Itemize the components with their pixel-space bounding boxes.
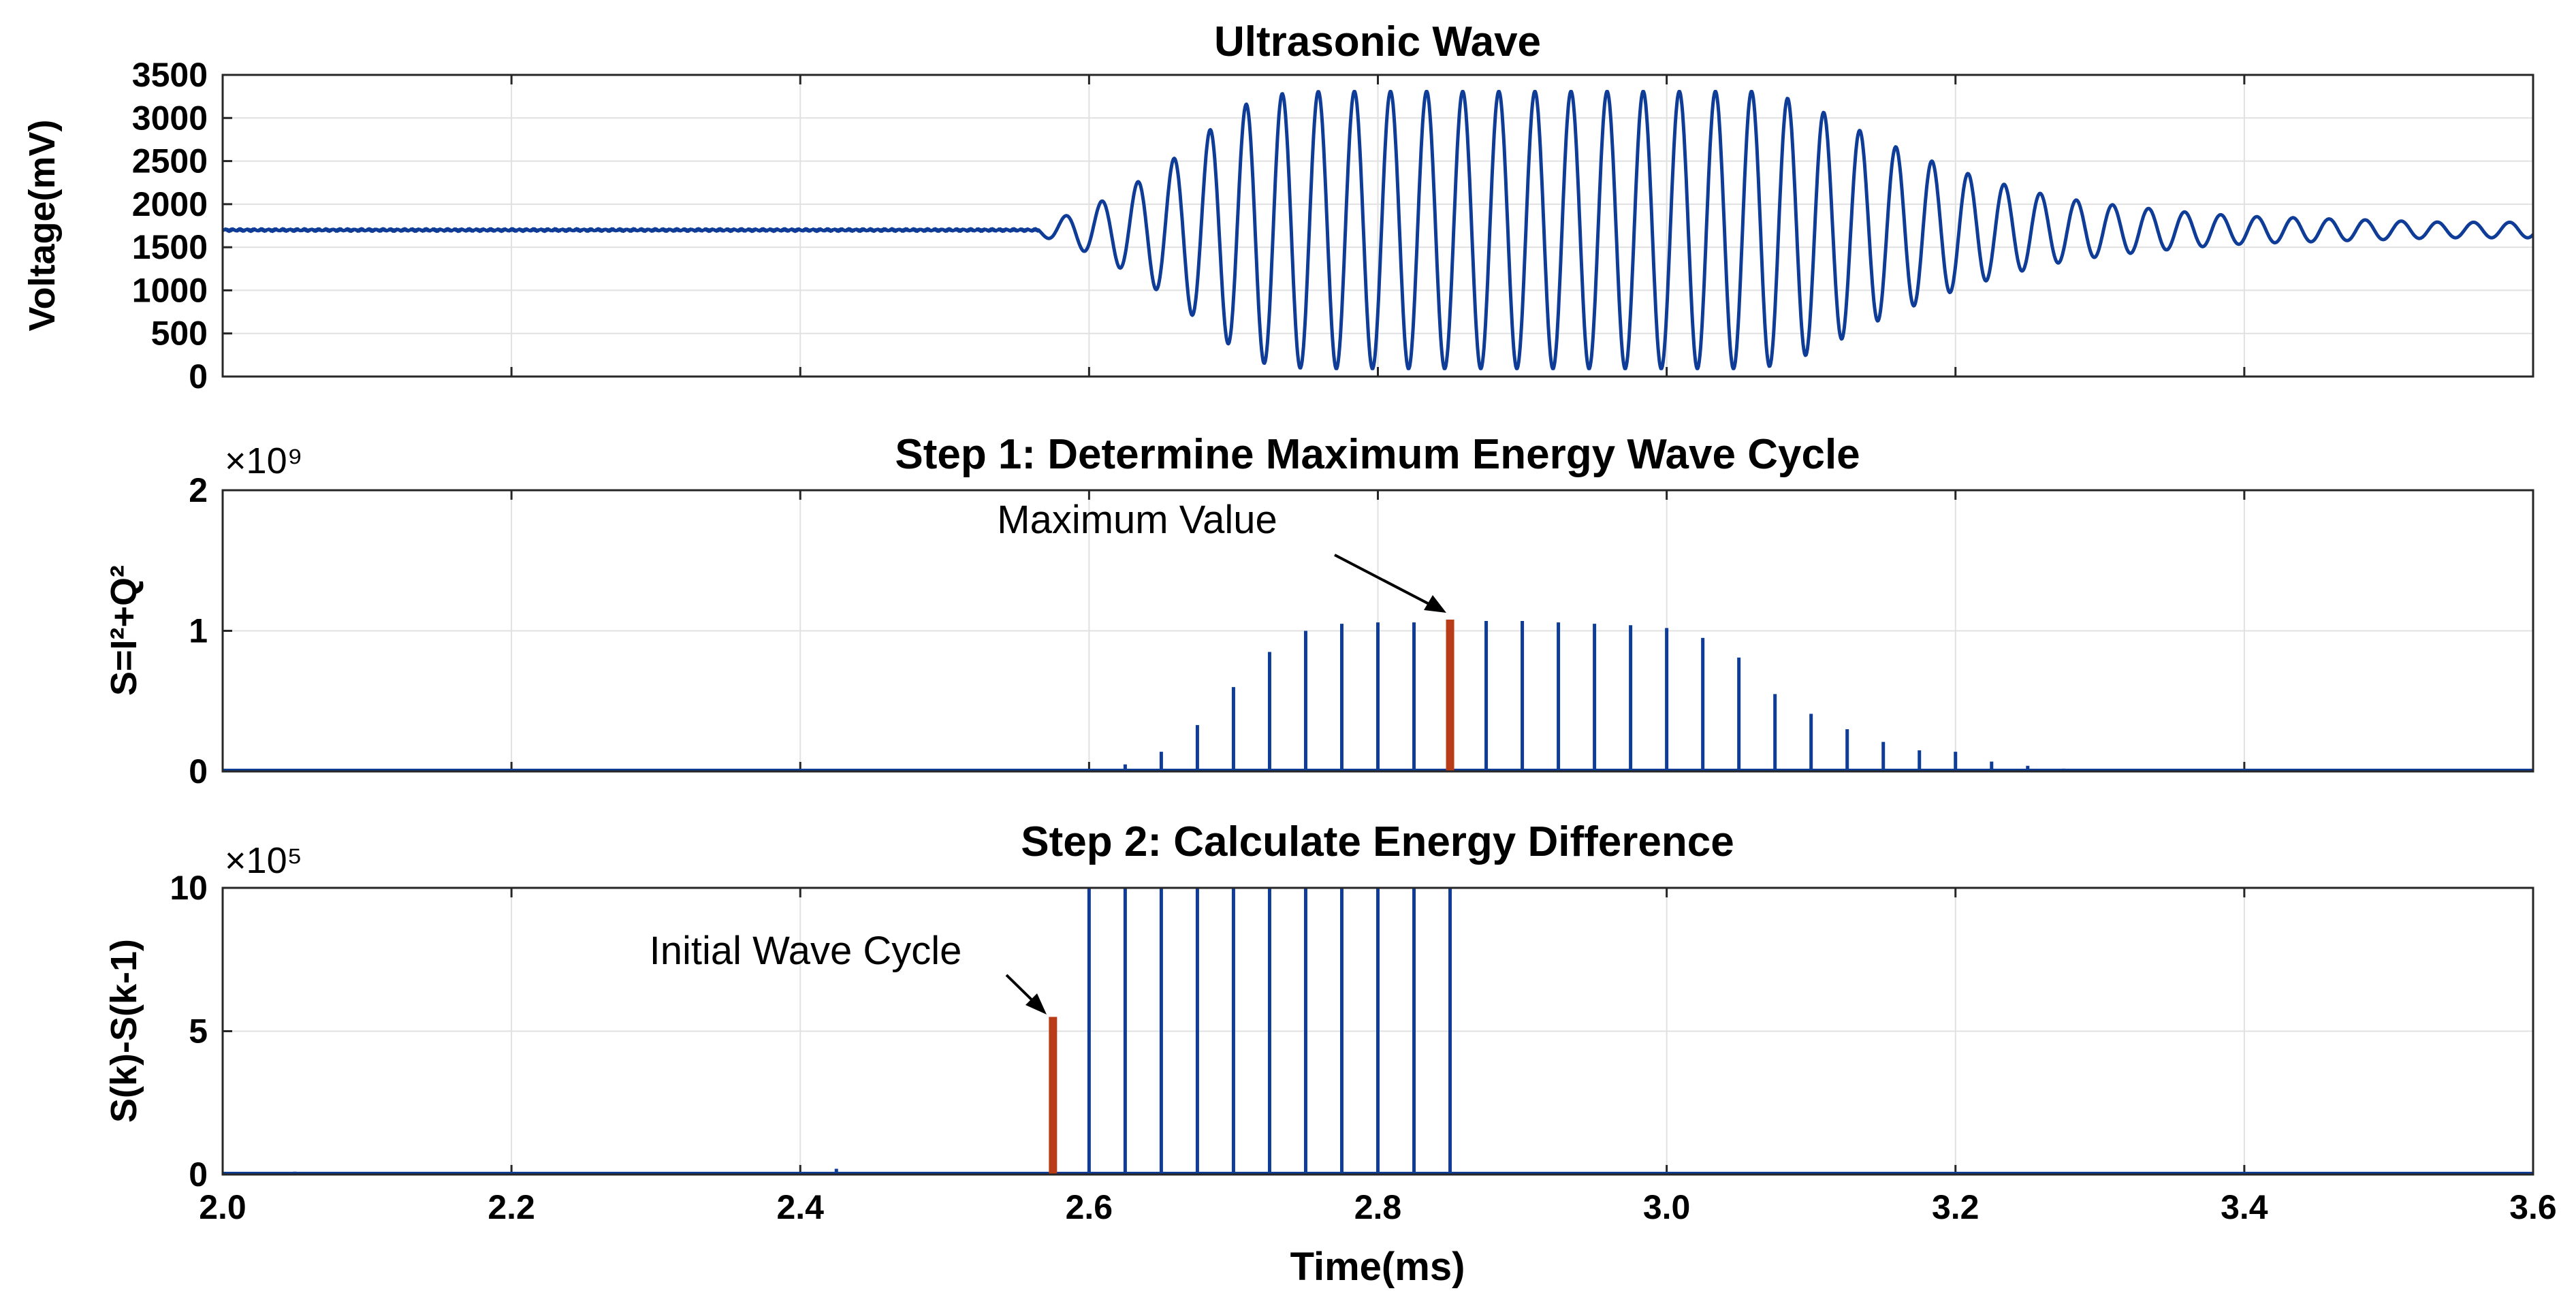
arrow-maximum-value bbox=[1334, 554, 1446, 613]
y-tick-label: 2 bbox=[189, 471, 208, 509]
x-tick-label: 2.2 bbox=[488, 1188, 535, 1226]
panel3-frame bbox=[221, 886, 2534, 1176]
y-tick-label: 5 bbox=[189, 1012, 208, 1051]
panel-step1: 0 1 2 Step 1: Determine Maximum Energy Wav… bbox=[104, 431, 2534, 790]
y-tick-label: 10 bbox=[170, 869, 208, 907]
panel2-frame bbox=[221, 489, 2534, 773]
x-tick-label: 3.4 bbox=[2221, 1188, 2268, 1226]
panel-ultrasonic-wave: 0 500 1000 1500 2000 2500 3000 3500 Ultrasonic … bbox=[22, 18, 2534, 396]
arrow-initial-wave-cycle bbox=[1005, 974, 1047, 1015]
x-tick-label: 3.0 bbox=[1643, 1188, 1691, 1226]
y-tick-label: 0 bbox=[189, 1155, 208, 1194]
x-tick-label: 2.0 bbox=[199, 1188, 247, 1226]
x-tick-label: 3.6 bbox=[2509, 1188, 2557, 1226]
panel2-title: Step 1: Determine Maximum Energy Wave Cy… bbox=[895, 431, 1860, 478]
panel3-bars bbox=[223, 888, 2533, 1175]
x-axis-ticks: 2.0 2.2 2.4 2.6 2.8 3.0 3.2 3.4 3.6 bbox=[199, 1188, 2557, 1226]
panel3-y-ticks: 0 5 10 bbox=[170, 869, 208, 1194]
x-tick-label: 2.8 bbox=[1354, 1188, 1402, 1226]
panel1-title: Ultrasonic Wave bbox=[1214, 18, 1541, 65]
panel2-y-axis-label: S=I²+Q² bbox=[104, 565, 144, 696]
panel2-y-ticks: 0 1 2 bbox=[189, 471, 208, 790]
y-tick-label: 2500 bbox=[132, 142, 208, 180]
annotation-initial-wave-cycle: Initial Wave Cycle bbox=[650, 929, 962, 973]
y-tick-label: 1 bbox=[189, 612, 208, 650]
y-tick-label: 0 bbox=[189, 752, 208, 790]
y-tick-label: 3500 bbox=[132, 56, 208, 94]
x-tick-label: 3.2 bbox=[1932, 1188, 1979, 1226]
panel-step2: 0 5 10 2.0 2.2 2.4 2.6 2.8 3.0 3.2 3.4 3.6 Step 2:… bbox=[104, 818, 2557, 1289]
panel3-y-axis-label: S(k)-S(k-1) bbox=[104, 939, 144, 1123]
ultrasonic-wave-line bbox=[221, 90, 2534, 370]
panel3-title: Step 2: Calculate Energy Difference bbox=[1021, 818, 1734, 865]
annotation-maximum-value: Maximum Value bbox=[997, 498, 1277, 542]
panel2-multiplier: ×10⁹ bbox=[225, 441, 303, 481]
y-tick-label: 3000 bbox=[132, 99, 208, 137]
panel1-y-ticks: 0 500 1000 1500 2000 2500 3000 3500 bbox=[132, 56, 208, 396]
panel3-multiplier: ×10⁵ bbox=[225, 840, 302, 881]
y-tick-label: 1000 bbox=[132, 271, 208, 309]
y-tick-label: 1500 bbox=[132, 228, 208, 266]
y-tick-label: 2000 bbox=[132, 185, 208, 223]
panel1-frame bbox=[221, 74, 2534, 378]
panel1-y-axis-label: Voltage(mV) bbox=[22, 119, 63, 331]
x-tick-label: 2.4 bbox=[776, 1188, 824, 1226]
x-axis-label: Time(ms) bbox=[1290, 1245, 1465, 1289]
x-tick-label: 2.6 bbox=[1066, 1188, 1113, 1226]
y-tick-label: 0 bbox=[189, 357, 208, 396]
y-tick-label: 500 bbox=[151, 315, 208, 353]
